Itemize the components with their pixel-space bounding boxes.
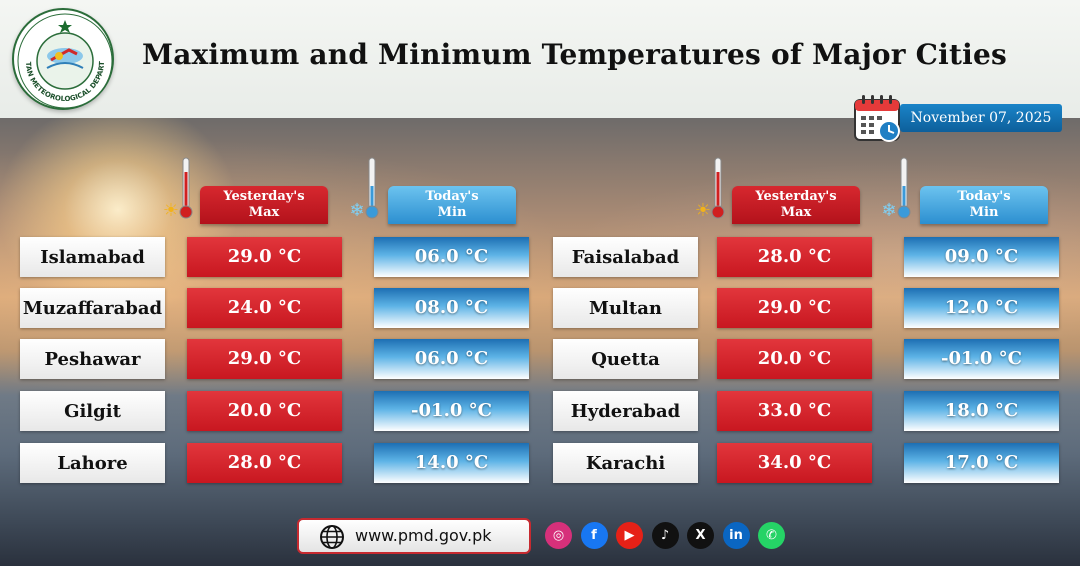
max-temp: 34.0 °C [717, 443, 872, 483]
date-text: November 07, 2025 [900, 104, 1062, 132]
facebook-icon[interactable]: f [580, 522, 608, 549]
min-temp: 17.0 °C [904, 443, 1059, 483]
globe-icon [320, 525, 344, 549]
youtube-icon[interactable]: ▶ [616, 522, 643, 549]
thermometer-cold-icon [897, 157, 911, 219]
today-min-header-left: Today's Min [388, 186, 516, 224]
city-name: Muzaffarabad [20, 288, 165, 328]
max-temp: 20.0 °C [187, 391, 342, 431]
thermometer-hot-icon [179, 157, 193, 219]
snowflake-icon: ❄ [881, 200, 897, 221]
instagram-icon[interactable]: ◎ [545, 522, 572, 549]
sunset-background [0, 118, 1080, 566]
website-text: www.pmd.gov.pk [355, 526, 492, 545]
column-sublabel: Min [969, 205, 999, 220]
column-label: Yesterday's [755, 189, 837, 204]
city-name: Islamabad [20, 237, 165, 277]
website-link[interactable]: www.pmd.gov.pk [297, 518, 531, 554]
linkedin-icon[interactable]: in [722, 522, 750, 549]
city-name: Peshawar [20, 339, 165, 379]
city-name: Faisalabad [553, 237, 698, 277]
city-name: Multan [553, 288, 698, 328]
min-temp: 06.0 °C [374, 339, 529, 379]
min-temp: 06.0 °C [374, 237, 529, 277]
max-temp: 24.0 °C [187, 288, 342, 328]
min-temp: -01.0 °C [374, 391, 529, 431]
city-name: Quetta [553, 339, 698, 379]
sun-icon: ☀ [162, 200, 180, 221]
min-temp: 18.0 °C [904, 391, 1059, 431]
whatsapp-icon[interactable]: ✆ [758, 522, 785, 549]
column-sublabel: Min [437, 205, 467, 220]
column-label: Yesterday's [223, 189, 305, 204]
max-temp: 33.0 °C [717, 391, 872, 431]
yesterday-max-header-right: Yesterday's Max [732, 186, 860, 224]
tiktok-icon[interactable]: ♪ [651, 522, 679, 549]
city-name: Hyderabad [553, 391, 698, 431]
max-temp: 29.0 °C [187, 237, 342, 277]
min-temp: 14.0 °C [374, 443, 529, 483]
min-temp: 08.0 °C [374, 288, 529, 328]
thermometer-cold-icon [365, 157, 379, 219]
max-temp: 29.0 °C [717, 288, 872, 328]
max-temp: 29.0 °C [187, 339, 342, 379]
column-label: Today's [957, 189, 1011, 204]
min-temp: 12.0 °C [904, 288, 1059, 328]
city-name: Lahore [20, 443, 165, 483]
max-temp: 28.0 °C [717, 237, 872, 277]
sun-icon: ☀ [694, 200, 712, 221]
date-badge: November 07, 2025 [852, 92, 1062, 144]
column-sublabel: Max [248, 205, 280, 220]
header-bar: PAKISTAN METEOROLOGICAL DEPARTMENT Maxim… [0, 0, 1080, 118]
calendar-icon [854, 95, 900, 142]
snowflake-icon: ❄ [349, 200, 365, 221]
max-temp: 28.0 °C [187, 443, 342, 483]
column-label: Today's [425, 189, 479, 204]
city-name: Karachi [553, 443, 698, 483]
x-icon[interactable]: X [687, 522, 714, 549]
thermometer-hot-icon [711, 157, 725, 219]
yesterday-max-header-left: Yesterday's Max [200, 186, 328, 224]
city-name: Gilgit [20, 391, 165, 431]
page-title: Maximum and Minimum Temperatures of Majo… [142, 38, 1007, 71]
column-sublabel: Max [780, 205, 812, 220]
min-temp: 09.0 °C [904, 237, 1059, 277]
today-min-header-right: Today's Min [920, 186, 1048, 224]
max-temp: 20.0 °C [717, 339, 872, 379]
pmd-logo: PAKISTAN METEOROLOGICAL DEPARTMENT [12, 8, 114, 110]
min-temp: -01.0 °C [904, 339, 1059, 379]
